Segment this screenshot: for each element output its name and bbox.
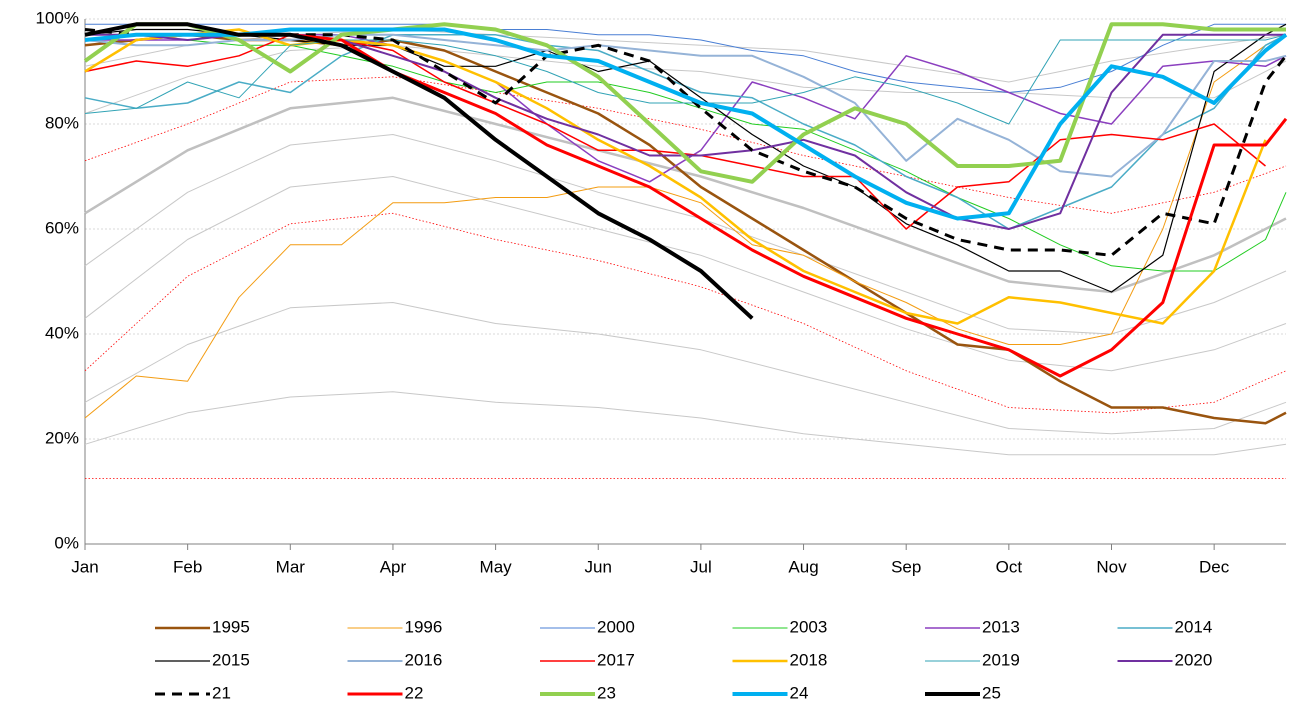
legend-label: 2019 <box>982 650 1020 669</box>
x-tick-label: Dec <box>1199 557 1230 576</box>
legend-label: 2014 <box>1175 617 1213 636</box>
series-line <box>84 391 1287 456</box>
legend-label: 24 <box>790 683 809 702</box>
legend-label: 22 <box>405 683 424 702</box>
series-line <box>84 76 1287 214</box>
legend-label: 2020 <box>1175 650 1213 669</box>
y-tick-label: 20% <box>45 428 79 447</box>
legend-label: 23 <box>597 683 616 702</box>
series-line <box>84 34 1266 230</box>
legend-label: 2000 <box>597 617 635 636</box>
legend-label: 1996 <box>405 617 443 636</box>
x-tick-label: Mar <box>276 557 306 576</box>
series-line <box>84 176 1287 372</box>
y-tick-label: 100% <box>36 8 79 27</box>
y-tick-label: 40% <box>45 323 79 342</box>
series-line <box>84 28 1267 325</box>
legend-label: 2018 <box>790 650 828 669</box>
x-tick-label: Jan <box>71 557 98 576</box>
x-tick-label: Nov <box>1096 557 1127 576</box>
series-line <box>85 23 1286 93</box>
series-line <box>84 34 1287 125</box>
legend-label: 2013 <box>982 617 1020 636</box>
series-line <box>84 27 1288 221</box>
x-tick-label: Aug <box>788 557 818 576</box>
y-tick-label: 80% <box>45 113 79 132</box>
x-tick-label: Jun <box>585 557 612 576</box>
series-line <box>84 34 1287 419</box>
x-tick-label: May <box>480 557 513 576</box>
series-line <box>84 302 1287 435</box>
series-line <box>84 34 1287 230</box>
legend-label: 21 <box>212 683 231 702</box>
legend-label: 2003 <box>790 617 828 636</box>
legend-label: 2015 <box>212 650 250 669</box>
series-line <box>84 33 1287 178</box>
series-line <box>84 28 1288 257</box>
series-line <box>83 22 1286 184</box>
series-line <box>84 22 754 320</box>
x-tick-label: Sep <box>891 557 921 576</box>
x-tick-label: Apr <box>380 557 407 576</box>
x-tick-label: Jul <box>690 557 712 576</box>
legend-label: 2016 <box>405 650 443 669</box>
legend-label: 25 <box>982 683 1001 702</box>
y-tick-label: 60% <box>45 218 79 237</box>
y-tick-label: 0% <box>54 533 79 552</box>
series-line <box>84 134 1287 335</box>
legend-label: 1995 <box>212 617 250 636</box>
x-tick-label: Feb <box>173 557 202 576</box>
legend-label: 2017 <box>597 650 635 669</box>
x-tick-label: Oct <box>996 557 1023 576</box>
series-line <box>84 44 1287 114</box>
